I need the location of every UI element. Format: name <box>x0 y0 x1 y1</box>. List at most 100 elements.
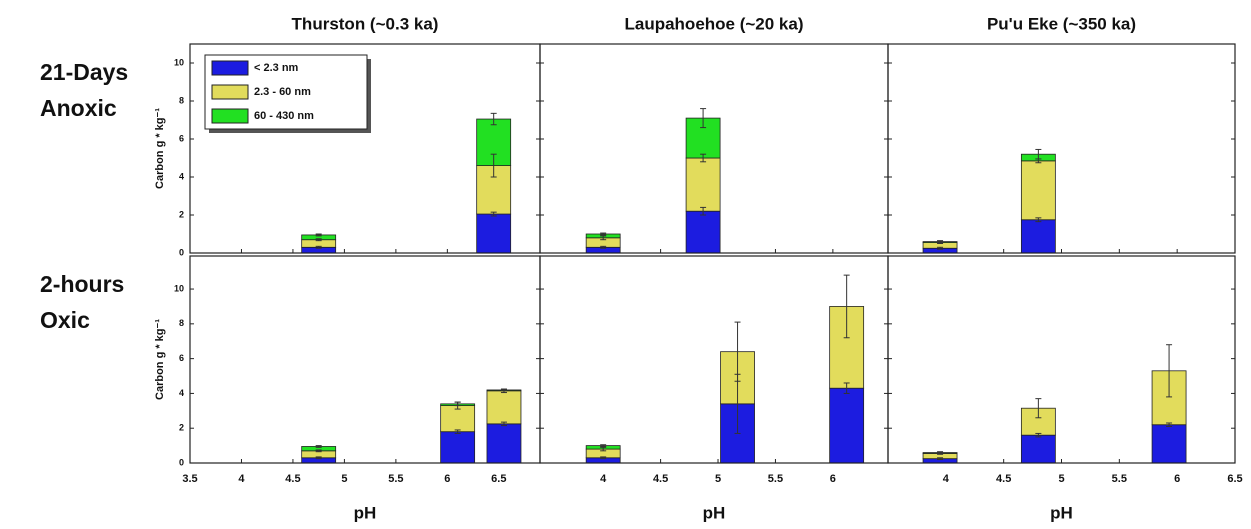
y-tick-label: 4 <box>179 171 184 181</box>
bar-segment <box>440 405 476 433</box>
x-tick-label: 4.5 <box>653 473 668 485</box>
y-tick-label: 10 <box>174 283 184 293</box>
x-tick-label: 6.5 <box>1227 473 1242 485</box>
error-bar <box>700 108 707 129</box>
bar-segment <box>1020 219 1056 254</box>
error-bar <box>1035 217 1042 223</box>
legend-swatch <box>211 84 249 100</box>
error-bar <box>734 321 741 382</box>
panel-frame <box>887 255 1236 464</box>
error-bar <box>1166 422 1173 427</box>
bar-segment <box>685 210 721 254</box>
error-bar <box>600 446 607 452</box>
bar-segment <box>440 431 476 464</box>
x-axis-label: pH <box>1050 503 1073 522</box>
y-tick-label: 8 <box>179 95 184 105</box>
error-bar <box>315 238 322 242</box>
column-title: Thurston (~0.3 ka) <box>292 14 439 33</box>
x-tick-label: 5.5 <box>388 473 403 485</box>
error-bar <box>937 246 944 250</box>
y-tick-label: 2 <box>179 209 184 219</box>
x-tick-label: 4.5 <box>996 473 1011 485</box>
error-bar <box>937 451 944 454</box>
error-bar <box>600 456 607 460</box>
error-bar <box>843 382 850 394</box>
error-bar <box>490 112 497 126</box>
x-tick-label: 5 <box>1058 473 1064 485</box>
error-bar <box>1035 398 1042 419</box>
error-bar <box>1035 432 1042 438</box>
error-bar <box>454 429 461 434</box>
bar-segment <box>1151 424 1187 464</box>
y-axis-label: Carbon g * kg⁻¹ <box>154 319 166 400</box>
x-tick-label: 6 <box>830 473 836 485</box>
bar-segment <box>829 387 865 464</box>
x-tick-label: 6 <box>1174 473 1180 485</box>
x-tick-label: 4 <box>600 473 607 485</box>
legend: < 2.3 nm 2.3 - 60 nm 60 - 430 nm <box>204 54 371 133</box>
column-title: Laupahoehoe (~20 ka) <box>624 14 803 33</box>
error-bar <box>315 456 322 460</box>
error-bar <box>1035 148 1042 160</box>
error-bar <box>937 240 944 244</box>
y-tick-label: 0 <box>179 457 184 467</box>
error-bar <box>843 274 850 339</box>
panel-frame <box>887 43 1236 254</box>
row-label: 21-Days <box>40 59 128 85</box>
row-label: Oxic <box>40 307 90 333</box>
legend-swatch <box>211 108 249 124</box>
legend-swatch <box>211 60 249 76</box>
error-bar <box>500 421 507 427</box>
x-tick-label: 4 <box>238 473 245 485</box>
row-label: Anoxic <box>40 95 117 121</box>
legend-label: < 2.3 nm <box>254 62 299 74</box>
bar-segment <box>476 165 512 215</box>
error-bar <box>315 245 322 249</box>
bar-segment <box>1020 434 1056 464</box>
y-axis-label: Carbon g * kg⁻¹ <box>154 108 166 189</box>
error-bar <box>600 235 607 241</box>
y-tick-label: 10 <box>174 57 184 67</box>
x-tick-label: 6.5 <box>491 473 506 485</box>
y-tick-label: 8 <box>179 318 184 328</box>
bar-segment <box>486 423 522 464</box>
bar-segment <box>476 213 512 254</box>
error-bar <box>700 153 707 163</box>
x-tick-label: 5 <box>715 473 721 485</box>
bar-segment <box>486 390 522 425</box>
row-label: 2-hours <box>40 271 124 297</box>
error-bar <box>1166 344 1173 398</box>
y-tick-label: 6 <box>179 133 184 143</box>
error-bar <box>600 232 607 236</box>
y-tick-label: 0 <box>179 247 184 257</box>
x-tick-label: 6 <box>444 473 450 485</box>
x-tick-label: 5 <box>341 473 347 485</box>
y-tick-label: 4 <box>179 388 184 398</box>
error-bar <box>315 445 322 448</box>
legend-label: 60 - 430 nm <box>254 110 314 122</box>
error-bar <box>500 388 507 392</box>
x-tick-label: 5.5 <box>1112 473 1127 485</box>
y-tick-label: 6 <box>179 353 184 363</box>
column-title: Pu'u Eke (~350 ka) <box>987 14 1136 33</box>
y-tick-label: 2 <box>179 423 184 433</box>
error-bar <box>315 233 322 237</box>
legend-label: 2.3 - 60 nm <box>254 86 311 98</box>
bar-segment <box>1020 160 1056 221</box>
error-bar <box>937 457 944 461</box>
error-bar <box>454 401 461 407</box>
error-bar <box>600 245 607 249</box>
bar-segment <box>685 157 721 212</box>
error-bar <box>600 444 607 447</box>
x-axis-label: pH <box>703 503 726 522</box>
error-bar <box>490 153 497 178</box>
x-tick-label: 4 <box>943 473 950 485</box>
error-bar <box>700 206 707 216</box>
error-bar <box>315 449 322 453</box>
x-tick-label: 3.5 <box>182 473 197 485</box>
x-tick-label: 5.5 <box>768 473 783 485</box>
x-tick-label: 4.5 <box>285 473 300 485</box>
x-axis-label: pH <box>354 503 377 522</box>
